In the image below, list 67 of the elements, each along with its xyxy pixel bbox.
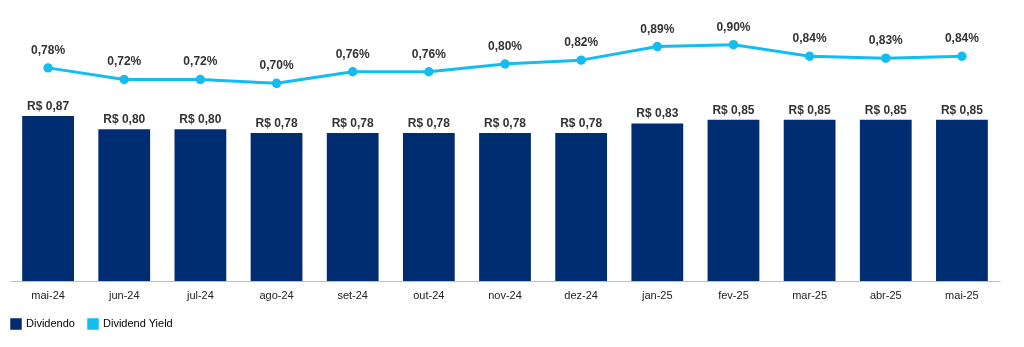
point: [119, 74, 129, 85]
point: [195, 74, 206, 85]
data-label: R$ 0,80: [179, 112, 222, 127]
x-tick-label: mai-24: [31, 288, 65, 301]
data-label: 0,70%: [259, 58, 294, 73]
legend-label: Dividend Yield: [103, 317, 173, 329]
data-label: R$ 0,85: [940, 102, 984, 117]
point: [347, 67, 358, 77]
x-tick-label: set-24: [337, 288, 368, 301]
x-tick-label: ago-24: [259, 288, 294, 301]
bar: [22, 115, 74, 281]
point: [271, 78, 282, 89]
bar: [250, 132, 303, 281]
data-label: R$ 0,78: [407, 115, 451, 130]
x-tick-label: fev-25: [718, 288, 749, 301]
bar: [326, 132, 379, 281]
data-label: 0,83%: [868, 33, 904, 48]
data-label: R$ 0,85: [864, 102, 908, 117]
x-tick-label: mai-25: [945, 288, 979, 301]
bar: [707, 119, 760, 281]
bar: [631, 123, 684, 281]
data-label: 0,84%: [944, 31, 980, 46]
bar: [859, 119, 912, 281]
bar: [402, 132, 455, 281]
x-tick-label: nov-24: [488, 288, 522, 301]
data-label: R$ 0,80: [103, 112, 146, 127]
x-tick-label: jul-24: [185, 288, 214, 301]
data-label: 0,76%: [411, 46, 447, 61]
data-label: R$ 0,78: [255, 115, 298, 130]
point: [576, 55, 586, 65]
data-label: 0,72%: [107, 54, 142, 69]
data-label: 0,84%: [792, 31, 827, 46]
point: [43, 63, 53, 73]
data-label: 0,90%: [716, 19, 751, 34]
data-label: R$ 0,87: [27, 98, 70, 113]
bar: [555, 132, 608, 281]
point: [424, 67, 434, 77]
bar: [936, 119, 988, 281]
data-label: R$ 0,78: [560, 115, 603, 130]
data-label: R$ 0,85: [788, 102, 831, 117]
data-label: R$ 0,78: [483, 115, 527, 130]
x-tick-label: dez-24: [564, 288, 598, 301]
x-tick-label: mar-25: [792, 288, 828, 301]
point: [881, 53, 891, 63]
data-label: 0,78%: [31, 42, 66, 57]
data-label: 0,80%: [487, 39, 523, 53]
legend-label: Dividendo: [26, 317, 75, 329]
data-label: 0,82%: [564, 35, 599, 50]
data-label: R$ 0,83: [636, 106, 679, 121]
point: [804, 51, 815, 61]
x-tick-label: jan-25: [641, 288, 673, 301]
x-tick-label: abr-25: [869, 288, 902, 301]
point: [957, 51, 967, 61]
data-label: 0,89%: [640, 21, 675, 36]
bar: [174, 129, 227, 281]
bar: [98, 129, 151, 281]
bar: [783, 119, 836, 281]
data-label: 0,76%: [335, 46, 371, 61]
data-label: R$ 0,78: [331, 115, 375, 130]
data-label: R$ 0,85: [712, 102, 755, 117]
point: [500, 59, 510, 69]
x-tick-label: jun-24: [107, 288, 140, 301]
x-tick-label: out-24: [413, 288, 445, 301]
bar: [479, 132, 531, 281]
point: [652, 41, 663, 52]
data-label: 0,72%: [183, 54, 218, 69]
point: [728, 39, 739, 50]
